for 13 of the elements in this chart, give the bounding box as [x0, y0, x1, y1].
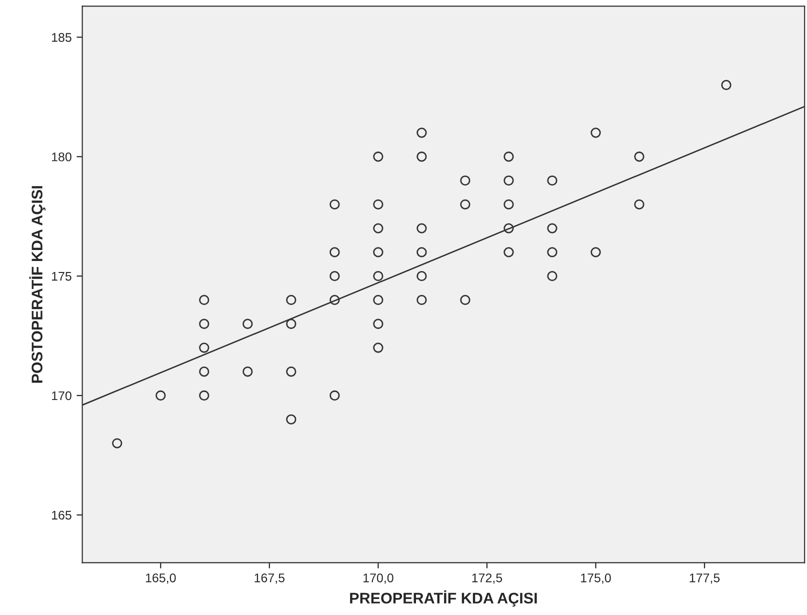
x-tick-label: 167,5: [254, 573, 285, 584]
x-tick-label: 165,0: [146, 573, 176, 584]
x-tick-label: 177,5: [690, 574, 720, 584]
y-tick-label: 175: [52, 272, 72, 281]
y-tick-label: 185: [52, 33, 72, 42]
x-tick-label: 172,5: [472, 573, 502, 584]
y-tick-label: 180: [52, 152, 72, 162]
y-axis-title: POSTOPERATİF KDA AÇISI: [29, 186, 46, 383]
x-tick-label: 170,0: [363, 573, 394, 584]
y-tick-label: 170: [52, 391, 72, 400]
x-tick-label: 175,0: [581, 573, 611, 584]
x-axis-title: PREOPERATİF KDA AÇISI: [350, 590, 537, 607]
y-tick-label: 165: [52, 510, 72, 520]
